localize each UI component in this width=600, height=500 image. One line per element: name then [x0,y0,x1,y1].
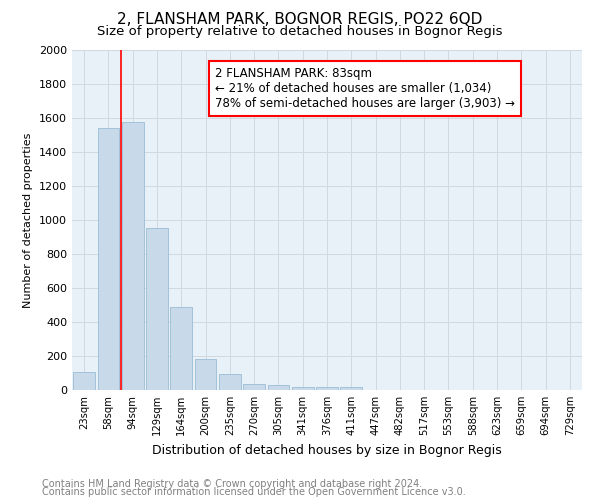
Bar [219,374,241,390]
X-axis label: Distribution of detached houses by size in Bognor Regis: Distribution of detached houses by size … [152,444,502,456]
Bar [122,122,143,390]
Bar [243,384,265,390]
Y-axis label: Number of detached properties: Number of detached properties [23,132,34,308]
Text: Contains public sector information licensed under the Open Government Licence v3: Contains public sector information licen… [42,487,466,497]
Bar [73,372,95,390]
Bar [194,358,217,390]
Text: 2, FLANSHAM PARK, BOGNOR REGIS, PO22 6QD: 2, FLANSHAM PARK, BOGNOR REGIS, PO22 6QD [118,12,482,28]
Bar [292,386,314,390]
Bar [268,385,289,390]
Text: Contains HM Land Registry data © Crown copyright and database right 2024.: Contains HM Land Registry data © Crown c… [42,479,422,489]
Text: 2 FLANSHAM PARK: 83sqm
← 21% of detached houses are smaller (1,034)
78% of semi-: 2 FLANSHAM PARK: 83sqm ← 21% of detached… [215,67,515,110]
Bar [170,306,192,390]
Bar [97,128,119,390]
Bar [146,228,168,390]
Bar [340,387,362,390]
Text: Size of property relative to detached houses in Bognor Regis: Size of property relative to detached ho… [97,25,503,38]
Bar [316,387,338,390]
